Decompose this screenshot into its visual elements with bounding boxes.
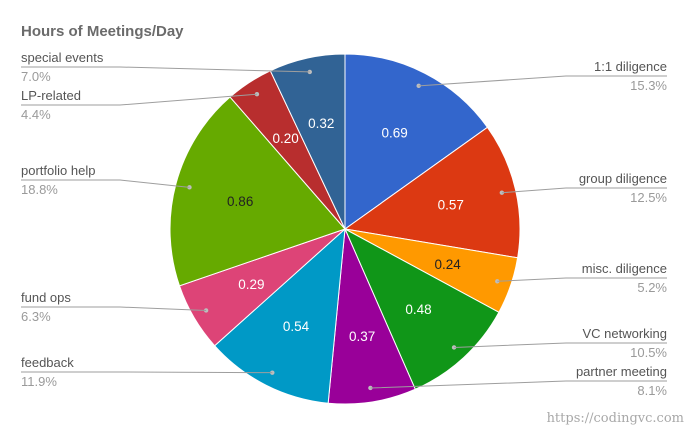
slice-label-lp-related: LP-related xyxy=(21,88,81,103)
slice-percent-vc-networking: 10.5% xyxy=(630,345,667,360)
leader-line-group-diligence xyxy=(501,187,667,194)
pie-slice-partner-meeting xyxy=(327,227,416,405)
pie-slice-vc-networking xyxy=(343,227,500,390)
slice-value-fund-ops: 0.29 xyxy=(238,277,264,292)
slice-value-lp-related: 0.20 xyxy=(273,131,299,146)
slice-value-portfolio-help: 0.86 xyxy=(227,194,253,209)
pie-slice-portfolio-help xyxy=(169,96,346,287)
leader-line-misc-diligence xyxy=(497,277,667,282)
leader-line-lp-related xyxy=(21,93,257,106)
slice-percent-portfolio-help: 18.8% xyxy=(21,182,58,197)
leader-dot-vc-networking xyxy=(451,345,457,350)
slice-percent-fund-ops: 6.3% xyxy=(21,309,51,324)
slice-label-feedback: feedback xyxy=(21,355,74,370)
slice-percent-special-events: 7.0% xyxy=(21,69,51,84)
leader-line-special-events xyxy=(21,66,310,73)
slice-label-portfolio-help: portfolio help xyxy=(21,163,95,178)
leader-dot-special-events xyxy=(307,69,312,75)
slice-value-feedback: 0.54 xyxy=(283,319,310,334)
slice-value-group-diligence: 0.57 xyxy=(438,198,464,213)
watermark: https://codingvc.com xyxy=(547,411,684,426)
slice-label-partner-meeting: partner meeting xyxy=(576,364,667,379)
leader-line-portfolio-help xyxy=(21,179,190,188)
slice-label-group-diligence: group diligence xyxy=(579,171,667,186)
slice-percent-lp-related: 4.4% xyxy=(21,107,51,122)
slice-labels: 0.69 1:1 diligence 15.3% 0.57 group diligenc… xyxy=(21,50,667,398)
slice-label-special-events: special events xyxy=(21,50,104,65)
leader-line-partner-meeting xyxy=(370,380,667,389)
slice-percent-misc-diligence: 5.2% xyxy=(637,280,667,295)
leader-line-vc-networking xyxy=(454,342,667,348)
pie-slice-feedback xyxy=(213,227,346,404)
leader-lines xyxy=(21,66,667,391)
leader-dot-misc-diligence xyxy=(495,279,500,284)
slice-value-special-events: 0.32 xyxy=(308,116,334,131)
slice-label-vc-networking: VC networking xyxy=(582,326,667,341)
slice-percent-1-1-diligence: 15.3% xyxy=(630,78,667,93)
slice-value-partner-meeting: 0.37 xyxy=(349,329,375,344)
slice-value-misc-diligence: 0.24 xyxy=(434,257,461,272)
slice-percent-group-diligence: 12.5% xyxy=(630,190,667,205)
pie-slice-1-1-diligence xyxy=(344,53,489,230)
slice-label-misc-diligence: misc. diligence xyxy=(582,261,667,276)
pie-slices xyxy=(169,53,521,405)
slice-value-vc-networking: 0.48 xyxy=(405,302,431,317)
slice-label-1-1-diligence: 1:1 diligence xyxy=(594,59,667,74)
slice-label-fund-ops: fund ops xyxy=(21,290,71,305)
slice-percent-feedback: 11.9% xyxy=(21,374,57,389)
leader-line-feedback xyxy=(21,371,273,374)
pie-slice-group-diligence xyxy=(343,126,521,259)
leader-line-fund-ops xyxy=(21,306,207,311)
slice-percent-partner-meeting: 8.1% xyxy=(637,383,667,398)
slice-value-1-1-diligence: 0.69 xyxy=(382,126,408,141)
chart-title: Hours of Meetings/Day xyxy=(21,23,184,40)
leader-line-1-1-diligence xyxy=(418,75,667,87)
